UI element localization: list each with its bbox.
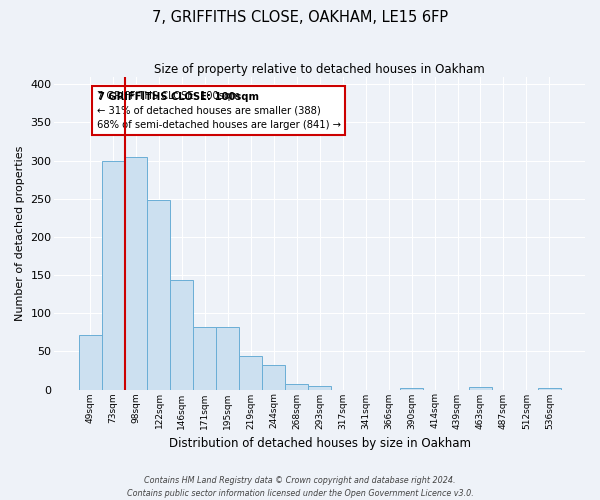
Bar bbox=[262, 365, 285, 390]
Title: Size of property relative to detached houses in Oakham: Size of property relative to detached ho… bbox=[154, 62, 485, 76]
Bar bbox=[469, 387, 492, 390]
Text: 7 GRIFFITHS CLOSE: 100sqm
← 31% of detached houses are smaller (388)
68% of semi: 7 GRIFFITHS CLOSE: 100sqm ← 31% of detac… bbox=[97, 90, 341, 130]
Bar bbox=[400, 388, 423, 390]
Bar bbox=[170, 280, 193, 390]
Text: 7, GRIFFITHS CLOSE, OAKHAM, LE15 6FP: 7, GRIFFITHS CLOSE, OAKHAM, LE15 6FP bbox=[152, 10, 448, 25]
Text: 7 GRIFFITHS CLOSE: 100sqm: 7 GRIFFITHS CLOSE: 100sqm bbox=[98, 92, 259, 102]
Bar bbox=[101, 162, 125, 390]
Bar bbox=[285, 384, 308, 390]
Bar bbox=[538, 388, 561, 390]
Text: Contains HM Land Registry data © Crown copyright and database right 2024.
Contai: Contains HM Land Registry data © Crown c… bbox=[127, 476, 473, 498]
Y-axis label: Number of detached properties: Number of detached properties bbox=[15, 146, 25, 321]
Bar bbox=[217, 327, 239, 390]
Bar bbox=[239, 356, 262, 390]
Bar bbox=[148, 200, 170, 390]
Bar bbox=[193, 327, 217, 390]
Bar bbox=[308, 386, 331, 390]
X-axis label: Distribution of detached houses by size in Oakham: Distribution of detached houses by size … bbox=[169, 437, 471, 450]
Bar bbox=[125, 157, 148, 390]
Bar bbox=[79, 334, 101, 390]
